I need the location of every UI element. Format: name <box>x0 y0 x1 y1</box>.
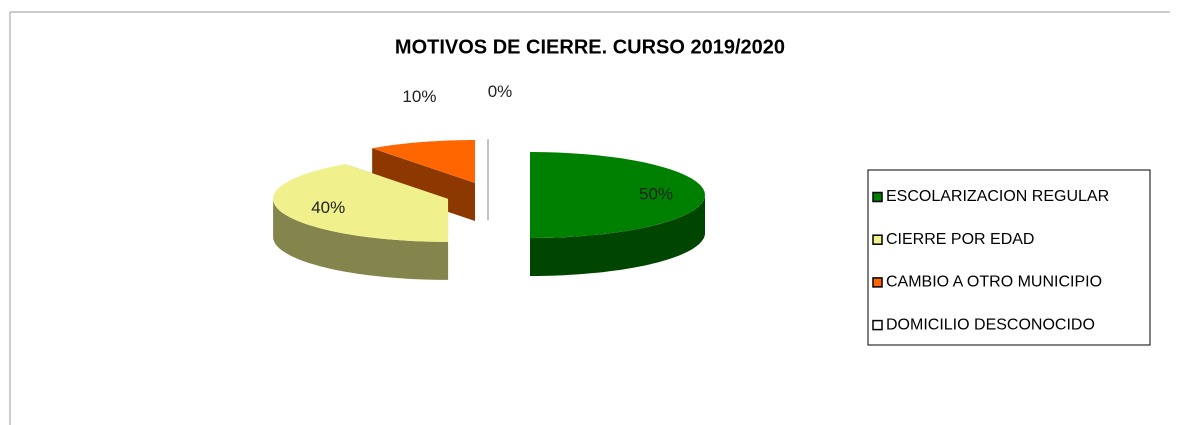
legend-label: ESCOLARIZACION REGULAR <box>886 188 1109 205</box>
legend-swatch <box>872 319 883 331</box>
slice <box>372 140 476 184</box>
slice-side <box>372 148 476 222</box>
legend-swatch <box>872 191 883 203</box>
legend-swatch <box>872 234 883 245</box>
legend-label: CAMBIO A OTRO MUNICIPIO <box>886 274 1102 291</box>
chart-title: MOTIVOS DE CIERRE. CURSO 2019/2020 <box>395 36 785 58</box>
legend-label: DOMICILIO DESCONOCIDO <box>886 316 1095 333</box>
legend-label: CIERRE POR EDAD <box>886 231 1034 248</box>
slice-wall <box>273 198 449 280</box>
slice <box>530 152 705 238</box>
data-label: 10% <box>402 87 436 106</box>
slice-wall <box>530 195 705 276</box>
legend <box>867 169 1151 346</box>
data-label: 40% <box>311 198 345 217</box>
legend-swatch <box>872 277 883 288</box>
data-label: 0% <box>488 82 513 101</box>
data-label: 50% <box>639 184 673 203</box>
slice <box>273 164 449 242</box>
